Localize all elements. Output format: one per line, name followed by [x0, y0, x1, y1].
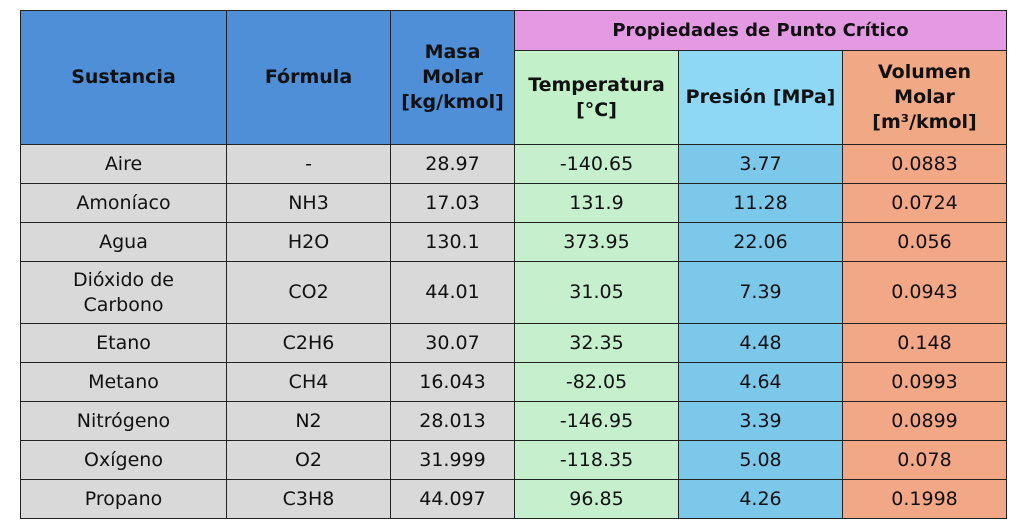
table-cell: O2: [226, 440, 391, 480]
substance-name: Oxígeno: [84, 448, 163, 471]
substance-name: Propano: [84, 487, 163, 510]
table-cell: 11.28: [678, 183, 843, 223]
table-cell: Etano: [20, 323, 227, 363]
table-cell: CO2: [226, 261, 391, 324]
table-cell: 32.35: [514, 323, 679, 363]
table-body: Aire -28.97 -140.65 3.77 0.0883 Amoníaco NH3 17…: [20, 144, 1008, 519]
table-cell: CH4: [226, 362, 391, 402]
substance-name: Etano: [96, 331, 151, 354]
header-line: [°C]: [576, 98, 617, 121]
table-cell: 17.03: [390, 183, 515, 223]
table-row: Aire -28.97 -140.65 3.77 0.0883: [20, 144, 1008, 184]
substance-name: Agua: [99, 230, 148, 253]
table-cell: 0.0724: [841, 183, 1008, 223]
table-cell: 373.95: [514, 222, 679, 262]
header-line: [kg/kmol]: [401, 90, 504, 113]
table-cell: 31.999: [390, 440, 515, 480]
table-cell: 0.0993: [841, 362, 1008, 402]
table-row: Dióxido de Carbono CO2 44.01 31.05 7.39 0.094…: [20, 261, 1008, 324]
column-header: Presión [MPa]: [678, 50, 843, 145]
table-row: Agua H2O 130.1 373.95 22.06 0.056: [20, 222, 1008, 262]
table-cell: 3.39: [678, 401, 843, 441]
substance-name: Dióxido de Carbono: [73, 268, 174, 316]
table-cell: 28.013: [390, 401, 515, 441]
table-cell: -146.95: [514, 401, 679, 441]
header-row: Temperatura [°C] Presión [MPa] Volumen Molar…: [21, 50, 1008, 145]
header-line: Sustancia: [71, 66, 176, 89]
column-header: Fórmula: [226, 10, 391, 145]
table-cell: 5.08: [678, 440, 843, 480]
group-header: Propiedades de Punto Crítico: [513, 10, 1008, 51]
table-row: Etano C2H6 30.07 32.35 4.48 0.148: [20, 323, 1008, 363]
substance-name: Nitrógeno: [76, 409, 171, 432]
header-line: [m³/kmol]: [872, 110, 977, 133]
table-cell: -: [226, 144, 391, 184]
table-cell: Aire: [20, 144, 227, 184]
header-line: Fórmula: [264, 66, 353, 89]
header-line: Temperatura: [528, 73, 665, 96]
column-header: Masa Molar [kg/kmol]: [390, 10, 515, 145]
table-cell: Nitrógeno: [20, 401, 227, 441]
table-cell: 130.1: [390, 222, 515, 262]
table-cell: 44.097: [390, 479, 515, 519]
table-cell: 4.48: [678, 323, 843, 363]
table-cell: 4.26: [678, 479, 843, 519]
table-row: Amoníaco NH3 17.03 131.9 11.28 0.0724: [20, 183, 1008, 223]
table-cell: 96.85: [514, 479, 679, 519]
table-cell: 0.056: [841, 222, 1008, 262]
table-cell: 16.043: [390, 362, 515, 402]
table-cell: Dióxido de Carbono: [20, 261, 227, 324]
table-row: Propano C3H8 44.097 96.85 4.26 0.1998: [20, 479, 1008, 519]
table-cell: 0.0899: [841, 401, 1008, 441]
column-header: Temperatura [°C]: [514, 50, 679, 145]
table-cell: 0.1998: [841, 479, 1008, 519]
table-cell: 22.06: [678, 222, 843, 262]
header-row: Sustancia Fórmula Masa Molar [kg/kmol] Propie…: [20, 10, 1008, 145]
header-line: Volumen: [878, 61, 971, 84]
table-cell: Propano: [20, 479, 227, 519]
table-cell: Metano: [20, 362, 227, 402]
table-cell: NH3: [226, 183, 391, 223]
table-cell: 0.078: [841, 440, 1008, 480]
table-cell: 0.0883: [841, 144, 1008, 184]
table-cell: 7.39: [678, 261, 843, 324]
table-cell: 31.05: [514, 261, 679, 324]
table-cell: Amoníaco: [20, 183, 227, 223]
header-line: Molar: [894, 86, 955, 109]
column-header: Sustancia: [20, 10, 227, 145]
table-row: Oxígeno O2 31.999 -118.35 5.08 0.078: [20, 440, 1008, 480]
table-cell: 44.01: [390, 261, 515, 324]
table-cell: 28.97: [390, 144, 515, 184]
table-cell: 0.148: [841, 323, 1008, 363]
table-cell: C2H6: [226, 323, 391, 363]
substance-name: Metano: [88, 370, 159, 393]
header-line: Masa: [424, 41, 481, 64]
substance-name: Amoníaco: [76, 191, 171, 214]
table-cell: -82.05: [514, 362, 679, 402]
table-row: Nitrógeno N2 28.013 -146.95 3.39 0.0899: [20, 401, 1008, 441]
table-cell: 3.77: [678, 144, 843, 184]
table-cell: -140.65: [514, 144, 679, 184]
table-cell: 131.9: [514, 183, 679, 223]
table-cell: 30.07: [390, 323, 515, 363]
header-line: Molar: [422, 66, 483, 89]
table-header: Sustancia Fórmula Masa Molar [kg/kmol] Propie…: [20, 10, 1008, 145]
table-row: Metano CH4 16.043 -82.05 4.64 0.0993: [20, 362, 1008, 402]
column-header: Volumen Molar [m³/kmol]: [841, 50, 1008, 145]
header-line: Presión [MPa]: [685, 86, 836, 109]
table-cell: H2O: [226, 222, 391, 262]
table-cell: C3H8: [226, 479, 391, 519]
table-cell: 4.64: [678, 362, 843, 402]
table-cell: Agua: [20, 222, 227, 262]
substance-name: Aire: [104, 152, 143, 175]
properties-table: Sustancia Fórmula Masa Molar [kg/kmol] Propie…: [20, 10, 1008, 519]
table-cell: -118.35: [514, 440, 679, 480]
table-cell: Oxígeno: [20, 440, 227, 480]
table-cell: N2: [226, 401, 391, 441]
table-cell: 0.0943: [841, 261, 1008, 324]
